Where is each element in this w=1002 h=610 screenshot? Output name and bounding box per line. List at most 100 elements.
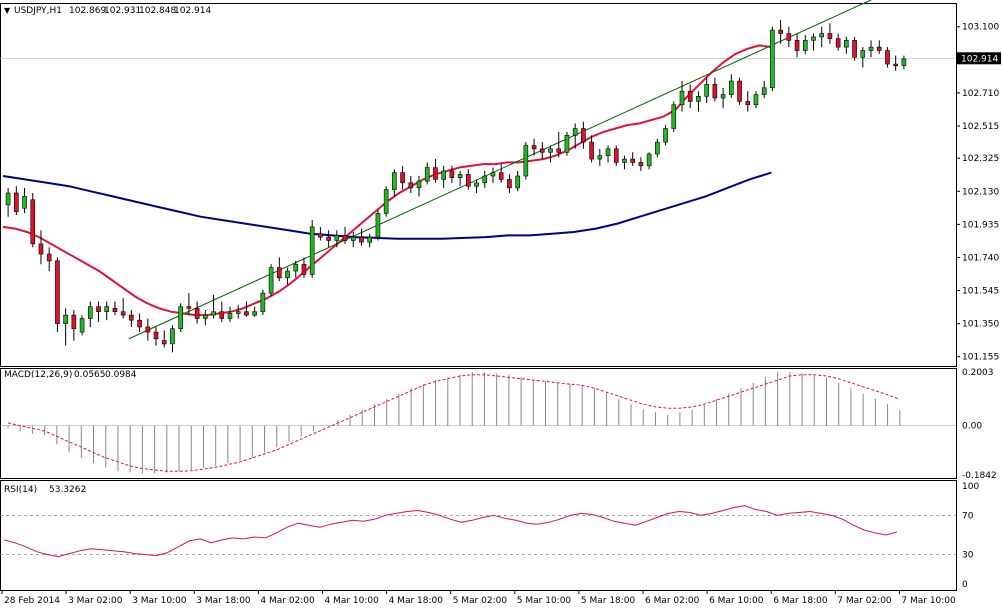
panel-frame (0, 480, 957, 591)
candle-body (589, 141, 594, 160)
trendline-segment (128, 0, 873, 340)
candlestick-series (5, 19, 907, 353)
price-axis: 103.100102.910102.710102.515102.325102.1… (956, 23, 999, 363)
macd-axis: 0.2003 0.00 -0.1842 (962, 368, 997, 481)
candle-body (646, 153, 652, 167)
panel-frame (0, 3, 957, 367)
candle-body (515, 175, 520, 189)
candle-body (827, 33, 833, 39)
last-price-tag: 102.914 (957, 52, 1001, 65)
candle-body (638, 162, 644, 167)
rsi-line (3, 505, 898, 558)
candle-body (359, 236, 364, 243)
time-tick-label: 6 Mar 10:00 (709, 596, 764, 606)
rsi-panel[interactable]: 100 70 30 0 RSI(14) 53.3262 (0, 482, 979, 590)
ohlc-low: 102.848 (139, 6, 176, 16)
candle-body (170, 328, 175, 345)
macd-panel[interactable]: 0.2003 0.00 -0.1842 MACD(12,26,9) 0.0565 0… (0, 368, 997, 481)
candle-body (129, 314, 134, 321)
rsi-label: RSI(14) (4, 485, 37, 495)
candle-body (630, 158, 635, 163)
candle-body (416, 180, 422, 189)
candle-body (663, 128, 668, 143)
candle-body (564, 135, 570, 153)
candle-body (844, 40, 849, 48)
candle-body (539, 148, 545, 153)
candle-body (704, 84, 709, 97)
candle-body (729, 80, 734, 95)
candle-body (277, 267, 282, 279)
candle-body (622, 158, 627, 163)
candle-body (400, 172, 405, 184)
candle-body (71, 314, 77, 329)
time-axis: 28 Feb 2014 3 Mar 02:00 3 Mar 10:00 3 Mar 1… (1, 590, 956, 606)
candle-body (285, 270, 290, 279)
candle-body (408, 182, 414, 189)
candle-body (893, 63, 898, 67)
panel-frames (0, 3, 957, 591)
time-tick-label: 4 Mar 10:00 (325, 596, 380, 606)
rsi-tick-label: 70 (962, 511, 974, 521)
candle-body (671, 104, 677, 129)
candle-body (581, 128, 586, 143)
candle-body (14, 192, 19, 212)
candle-body (531, 145, 537, 150)
candle-body (498, 172, 504, 180)
candle-body (120, 311, 126, 316)
candle-body (548, 148, 553, 153)
time-tick-label: 3 Mar 18:00 (196, 596, 251, 606)
candle-body (876, 46, 882, 51)
trendline[interactable] (128, 0, 938, 340)
price-tick-label: 101.350 (962, 320, 999, 330)
candle-body (597, 155, 603, 160)
candle-body (203, 314, 208, 319)
candle-body (87, 306, 93, 319)
candle-body (186, 306, 192, 309)
candle-body (219, 311, 225, 319)
candle-body (778, 29, 783, 34)
candle-body (770, 29, 775, 89)
candle-body (852, 40, 857, 58)
candle-body (63, 314, 68, 324)
candle-body (96, 306, 101, 313)
candle-body (5, 192, 11, 206)
rsi-level-lines (0, 515, 956, 555)
candle-body (556, 148, 562, 153)
candle-body (293, 263, 299, 272)
macd-label: MACD(12,26,9) (4, 370, 72, 380)
candle-body (211, 311, 216, 316)
candle-body (868, 46, 874, 51)
candle-body (811, 36, 816, 41)
candle-body (605, 148, 611, 156)
candle-body (507, 179, 512, 189)
time-tick-label: 5 Mar 18:00 (581, 596, 636, 606)
candle-body (301, 263, 307, 275)
candle-body (22, 196, 27, 209)
candle-body (449, 170, 455, 179)
candle-body (334, 235, 340, 241)
candle-body (490, 172, 496, 177)
time-tick-label: 3 Mar 02:00 (68, 596, 123, 606)
candle-body (227, 313, 233, 319)
price-panel[interactable]: 103.100102.910102.710102.515102.325102.1… (0, 0, 1001, 363)
symbol-label: USDJPY,H1 (14, 6, 62, 16)
candle-body (350, 236, 356, 241)
macd-signal-path (7, 374, 900, 472)
price-tick-label: 101.155 (962, 353, 999, 363)
candle-body (613, 148, 619, 163)
macd-tick-label: -0.1842 (962, 471, 997, 481)
candle-body (712, 84, 718, 99)
rsi-tick-label: 0 (962, 580, 968, 590)
candle-body (457, 174, 463, 179)
time-tick-label: 4 Mar 02:00 (260, 596, 315, 606)
candle-body (309, 226, 315, 275)
fast-ma-line (2, 44, 772, 317)
time-tick-label: 6 Mar 18:00 (773, 596, 828, 606)
time-tick-label: 4 Mar 18:00 (389, 596, 444, 606)
price-tick-label: 101.545 (962, 287, 999, 297)
rsi-axis: 100 70 30 0 (962, 482, 979, 590)
time-tick-label: 5 Mar 02:00 (453, 596, 508, 606)
price-tick-label: 102.325 (962, 154, 999, 164)
candle-body (761, 87, 767, 95)
